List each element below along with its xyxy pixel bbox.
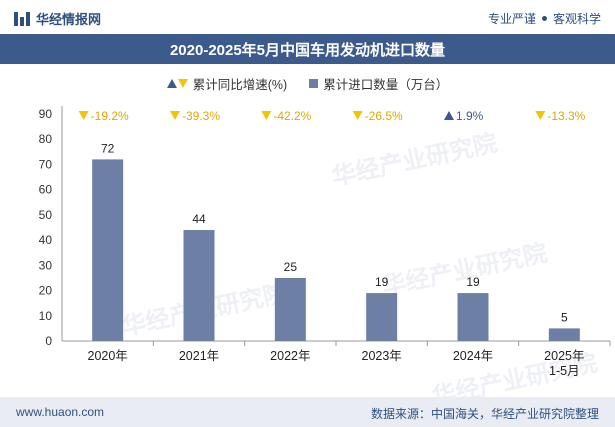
y-tick-label: 90 [39,107,53,121]
bar[interactable] [366,293,398,341]
y-tick-label: 20 [39,284,53,298]
footer-site-link[interactable]: www.huaon.com [16,405,105,419]
growth-label: -26.5% [365,109,403,123]
growth-marker-down [352,111,363,120]
y-tick-label: 60 [39,183,53,197]
x-tick-label: 2020年 [88,349,128,363]
growth-label: 1.9% [456,109,484,123]
legend-volume[interactable]: 累计进口数量（万台） [309,74,448,93]
y-tick-label: 0 [45,334,52,348]
brand-logo-icon [14,11,30,26]
brand-name: 华经情报网 [36,12,102,27]
x-tick-label: 2022年 [270,349,310,363]
footer: www.huaon.com 数据来源：中国海关，华经产业研究院整理 [0,397,615,427]
bar-value-label: 5 [561,310,568,324]
bar-value-label: 72 [101,141,115,155]
bar[interactable] [274,277,306,341]
legend-growth[interactable]: 累计同比增速(%) [166,74,288,93]
legend-growth-label: 累计同比增速(%) [192,77,288,92]
chart-title: 2020-2025年5月中国车用发动机进口数量 [169,41,446,59]
bar[interactable] [92,159,124,341]
bar-value-label: 25 [284,260,298,274]
dot-icon [541,16,547,21]
tagline-2: 客观科学 [552,12,601,26]
triangle-up-icon [166,78,177,88]
x-tick-label: 2025年 [544,349,584,363]
growth-marker-up [444,111,454,120]
top-bar: 华经情报网 专业严谨 客观科学 [0,0,615,34]
footer-source: 数据来源：中国海关，华经产业研究院整理 [370,407,599,421]
bar-chart: 0 10 20 30 40 50 60 70 80 90 72 2020年 -19.2% 44 2021年 -… [39,106,611,378]
bar-value-label: 19 [466,275,480,289]
y-tick-label: 50 [39,208,53,222]
triangle-down-icon [177,78,188,88]
growth-label: -42.2% [273,109,311,123]
bar[interactable] [457,293,489,341]
x-tick-label: 2021年 [179,349,219,363]
y-tick-label: 10 [39,309,53,323]
legend-square-icon [309,78,319,88]
brand[interactable]: 华经情报网 [14,9,101,28]
tagline-1: 专业严谨 [487,12,536,26]
growth-marker-down [170,111,180,120]
bar[interactable] [183,230,215,341]
tagline: 专业严谨 客观科学 [488,10,601,27]
growth-label: -39.3% [182,109,220,123]
x-tick-label: 2023年 [362,349,402,363]
growth-marker-down [535,111,546,120]
x-tick-label: 1-5月 [549,364,580,378]
bar[interactable] [548,328,580,341]
y-tick-label: 30 [39,258,53,272]
bar-value-label: 19 [375,275,389,289]
bar-value-label: 44 [192,212,206,226]
x-tick-label: 2024年 [453,349,493,363]
growth-marker-down [78,111,89,120]
growth-marker-down [261,111,272,120]
chart-title-bar: 2020-2025年5月中国车用发动机进口数量 [0,34,615,64]
growth-label: -19.2% [91,109,129,123]
y-tick-label: 40 [39,233,53,247]
legend: 累计同比增速(%) 累计进口数量（万台） [0,73,615,93]
legend-volume-label: 累计进口数量（万台） [323,77,449,92]
growth-label: -13.3% [547,109,585,123]
y-tick-label: 70 [39,157,53,171]
y-tick-label: 80 [39,132,53,146]
